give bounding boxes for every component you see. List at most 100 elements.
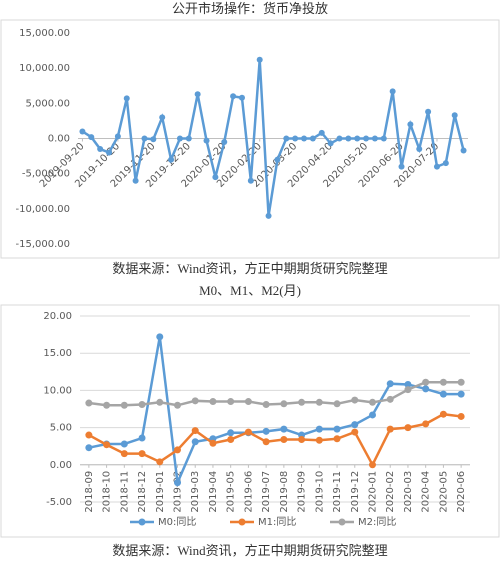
data-point [138,434,146,442]
data-point [262,401,270,409]
data-point [156,398,164,406]
x-tick-label: 2019-05 [226,471,237,513]
legend-label: M0:同比 [158,516,196,528]
data-point [230,93,237,100]
x-tick-label: 2018-11 [119,471,130,513]
y-tick-label: 0.00 [50,460,72,471]
chart-title: 公开市场操作：货币净投放 [172,1,328,16]
series-line [81,59,465,217]
data-point [174,401,181,409]
chart-frame [0,304,500,538]
data-point [106,149,113,156]
data-point [203,137,210,144]
data-point [150,136,157,143]
data-point [457,412,465,420]
x-tick-label: 2020-01 [368,471,379,513]
data-point [457,378,465,386]
data-point [422,378,430,386]
y-tick-label: 15.00 [43,348,72,359]
data-point [174,479,181,487]
data-point [103,441,111,449]
legend-label: M2:同比 [358,516,396,528]
y-tick-label: -15,000.00 [15,239,70,250]
data-point [439,390,447,398]
data-point [138,450,146,458]
data-point [439,378,447,386]
y-tick-label: 15,000.00 [19,28,70,39]
series-line [88,412,462,468]
data-point [120,440,128,448]
data-point [191,438,199,446]
data-point [369,398,376,406]
data-point [238,94,245,101]
legend-swatch-dot [338,518,346,526]
x-tick-label: 2019-12 [350,471,361,513]
data-point [369,411,376,419]
data-point [460,147,467,154]
data-point [114,133,121,140]
data-point [156,458,164,466]
data-point [120,401,128,409]
data-point [123,95,130,102]
x-tick-label: 2019-11 [332,471,343,513]
series-line [88,380,462,407]
y-tick-label: -5.00 [46,497,72,508]
data-point [333,425,341,433]
data-point [221,139,228,146]
data-point [318,129,325,136]
y-tick-label: 10,000.00 [19,63,70,74]
source-note: 数据来源：Wind资讯，方正中期期货研究院整理 [112,261,387,276]
data-point [265,212,272,219]
data-point [333,400,341,408]
data-point [85,399,93,407]
data-point [315,425,323,433]
data-point [336,135,343,142]
x-tick-label: 2019-03 [190,471,201,513]
x-tick-label: 2019-08 [279,471,290,513]
data-point [333,435,341,443]
data-point [227,398,235,406]
data-point [345,135,352,142]
data-point [191,427,199,435]
data-point [174,446,181,454]
data-point [212,174,219,181]
data-point [301,135,308,142]
data-point [425,108,432,115]
legend-label: M1:同比 [258,516,296,528]
y-tick-label: 20.00 [43,311,72,322]
data-point [280,425,288,433]
data-point [292,135,299,142]
data-point [416,146,423,153]
y-tick-label: 0.00 [48,134,70,145]
data-point [283,135,290,142]
data-point [389,88,396,95]
data-point [209,398,217,406]
data-point [274,156,281,163]
data-point [371,135,378,142]
data-point [433,163,440,170]
data-point [298,398,306,406]
x-tick-label: 2019-01 [155,471,166,513]
data-point [97,146,104,153]
x-tick-label: 2018-10 [102,471,113,513]
x-tick-label: 2018-12 [137,471,148,513]
data-point [451,112,458,119]
data-point [386,395,394,403]
data-point [247,177,254,184]
data-point [315,398,323,406]
data-point [227,436,235,444]
data-point [439,410,447,418]
x-tick-label: 2019-06 [243,471,254,513]
x-tick-label: 2019-02 [173,471,184,513]
data-point [132,177,139,184]
data-point [120,450,128,458]
x-tick-label: 2019-09 [297,471,308,513]
data-point [404,424,412,432]
data-point [185,135,192,142]
chart-frame [0,19,500,259]
data-point [351,428,359,436]
data-point [79,128,86,135]
data-point [380,135,387,142]
